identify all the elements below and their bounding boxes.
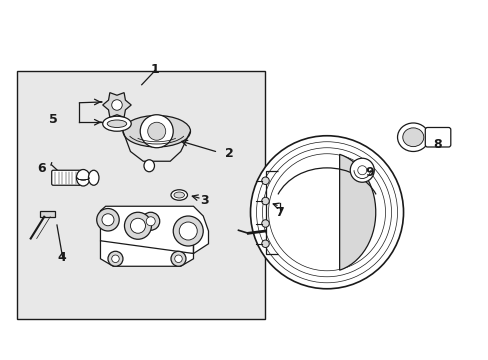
- Bar: [17, 71, 264, 319]
- Text: 1: 1: [150, 63, 159, 76]
- Text: 2: 2: [224, 147, 233, 160]
- Text: 9: 9: [365, 166, 373, 179]
- Circle shape: [250, 136, 403, 289]
- Ellipse shape: [76, 170, 90, 186]
- Text: 3: 3: [200, 194, 209, 207]
- Text: 6: 6: [38, 162, 46, 175]
- Circle shape: [130, 218, 145, 233]
- Ellipse shape: [122, 116, 190, 147]
- Circle shape: [97, 208, 119, 231]
- FancyBboxPatch shape: [52, 170, 81, 185]
- Ellipse shape: [402, 128, 423, 147]
- Circle shape: [261, 177, 269, 185]
- Ellipse shape: [349, 158, 373, 182]
- Polygon shape: [339, 154, 375, 270]
- Ellipse shape: [102, 116, 131, 131]
- Ellipse shape: [397, 123, 428, 152]
- Ellipse shape: [143, 160, 154, 172]
- Polygon shape: [100, 206, 208, 253]
- Circle shape: [142, 212, 160, 230]
- Ellipse shape: [88, 170, 99, 185]
- Circle shape: [179, 222, 197, 240]
- Circle shape: [146, 217, 155, 226]
- Text: 5: 5: [49, 113, 58, 126]
- Circle shape: [173, 216, 203, 246]
- Circle shape: [261, 240, 269, 248]
- Polygon shape: [102, 93, 131, 117]
- Ellipse shape: [174, 192, 184, 198]
- FancyBboxPatch shape: [425, 127, 450, 147]
- Circle shape: [261, 197, 269, 205]
- Ellipse shape: [107, 120, 126, 127]
- Circle shape: [111, 255, 119, 262]
- Ellipse shape: [171, 190, 187, 200]
- Text: 7: 7: [275, 206, 284, 219]
- Bar: [40, 211, 55, 217]
- Circle shape: [140, 115, 173, 148]
- Circle shape: [111, 100, 122, 110]
- Polygon shape: [100, 241, 193, 266]
- Circle shape: [108, 251, 122, 266]
- Circle shape: [102, 214, 114, 226]
- Circle shape: [147, 122, 165, 140]
- Text: 8: 8: [432, 138, 441, 151]
- Circle shape: [171, 251, 185, 266]
- Circle shape: [124, 212, 151, 239]
- Circle shape: [174, 255, 182, 262]
- Text: 4: 4: [58, 251, 66, 264]
- Circle shape: [261, 220, 269, 227]
